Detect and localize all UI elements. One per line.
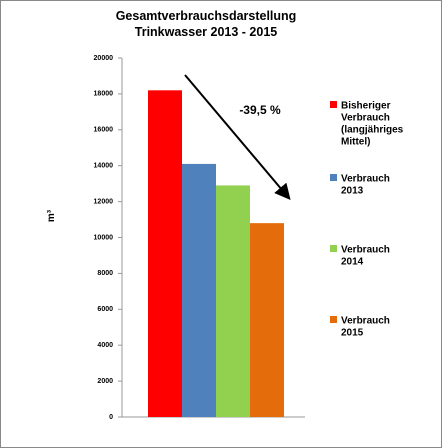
bar bbox=[182, 163, 216, 417]
y-tick-label: 6000 bbox=[97, 306, 113, 313]
y-tick-label: 10000 bbox=[94, 234, 114, 241]
arrow bbox=[184, 74, 291, 201]
chart-title: Trinkwasser 2013 - 2015 bbox=[135, 25, 278, 39]
y-tick-label: 4000 bbox=[97, 342, 113, 349]
legend-label: Bisheriger Verbrauch (langjähriges Mittel) bbox=[341, 101, 404, 148]
y-tick-label: 8000 bbox=[97, 270, 113, 277]
legend-label: Verbrauch 2013 bbox=[341, 174, 390, 197]
annotation: -39,5 % bbox=[239, 103, 281, 117]
legend-label: Verbrauch 2014 bbox=[341, 245, 390, 268]
y-axis-label: m³ bbox=[46, 209, 57, 222]
legend-swatch bbox=[330, 101, 337, 108]
legend-swatch bbox=[330, 245, 337, 252]
chart-title: Gesamtverbrauchsdarstellung bbox=[116, 9, 297, 23]
y-tick-label: 18000 bbox=[94, 91, 114, 98]
y-tick-label: 16000 bbox=[94, 127, 114, 134]
y-tick-label: 14000 bbox=[94, 163, 114, 170]
y-tick-label: 0 bbox=[109, 414, 113, 421]
y-tick-label: 20000 bbox=[94, 55, 114, 62]
y-tick-label: 2000 bbox=[97, 378, 113, 385]
y-tick-label: 12000 bbox=[94, 198, 114, 205]
legend-swatch bbox=[330, 316, 337, 323]
legend-label: Verbrauch 2015 bbox=[341, 316, 390, 339]
bar bbox=[216, 185, 250, 417]
bar bbox=[148, 90, 182, 417]
bar bbox=[250, 223, 284, 417]
legend-swatch bbox=[330, 174, 337, 181]
